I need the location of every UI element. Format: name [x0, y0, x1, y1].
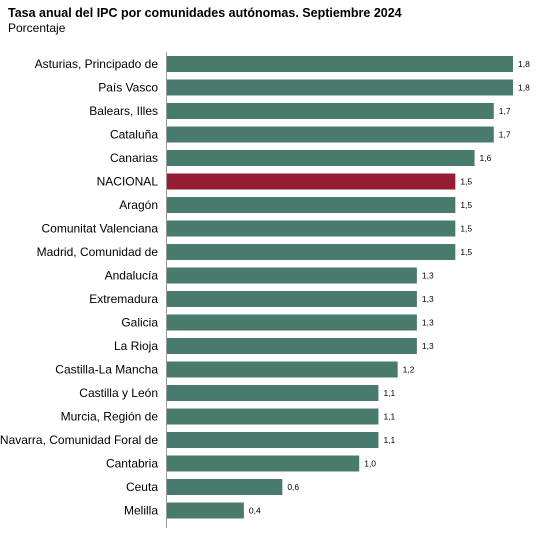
bar	[167, 314, 417, 331]
category-label: Asturias, Principado de	[35, 57, 159, 71]
category-label: País Vasco	[98, 81, 158, 95]
category-label: La Rioja	[114, 339, 158, 353]
bar	[167, 432, 379, 448]
value-label: 1,5	[460, 247, 472, 257]
chart-subtitle: Porcentaje	[8, 21, 66, 35]
bar	[167, 150, 475, 166]
bar	[167, 502, 244, 519]
bars-group: Asturias, Principado de 1,8 País Vasco 1,8 B…	[0, 56, 530, 519]
value-label: 0,6	[287, 482, 299, 492]
category-label: Ceuta	[126, 480, 158, 494]
category-label: Navarra, Comunidad Foral de	[0, 433, 158, 447]
value-label: 1,1	[383, 412, 395, 422]
category-label: Aragón	[119, 198, 158, 212]
bar	[167, 385, 379, 401]
value-label: 1,7	[499, 106, 511, 116]
value-label: 1,7	[499, 130, 511, 140]
bar	[167, 56, 513, 72]
bar-highlight	[167, 173, 456, 190]
value-label: 1,3	[422, 318, 434, 328]
category-label: Melilla	[124, 504, 158, 518]
bar	[167, 197, 456, 213]
bar	[167, 220, 456, 237]
value-label: 1,3	[422, 271, 434, 281]
bar	[167, 126, 494, 143]
value-label: 1,8	[518, 59, 530, 69]
value-label: 1,1	[383, 435, 395, 445]
value-label: 1,2	[403, 365, 415, 375]
category-label: Castilla y León	[79, 386, 158, 400]
bar	[167, 338, 417, 354]
bar	[167, 79, 513, 96]
bar	[167, 103, 494, 119]
value-label: 1,8	[518, 83, 530, 93]
bar	[167, 244, 456, 260]
value-label: 1,1	[383, 388, 395, 398]
category-label: Extremadura	[89, 292, 158, 306]
value-label: 1,5	[460, 177, 472, 187]
value-label: 1,3	[422, 294, 434, 304]
bar	[167, 267, 417, 284]
category-label: Cantabria	[106, 457, 158, 471]
category-label: Comunitat Valenciana	[41, 222, 158, 236]
value-label: 1,5	[460, 200, 472, 210]
category-label: Castilla-La Mancha	[55, 363, 158, 377]
category-label: Cataluña	[110, 128, 158, 142]
bar	[167, 479, 283, 495]
chart-title: Tasa anual del IPC por comunidades autón…	[8, 6, 402, 20]
category-label: Madrid, Comunidad de	[37, 245, 159, 259]
value-label: 1,0	[364, 459, 376, 469]
category-label: Galicia	[121, 316, 158, 330]
value-label: 1,6	[480, 153, 492, 163]
bar	[167, 408, 379, 425]
value-label: 1,3	[422, 341, 434, 351]
category-label: Balears, Illes	[89, 104, 158, 118]
bar	[167, 455, 360, 472]
bar	[167, 291, 417, 307]
category-label: Murcia, Región de	[61, 410, 159, 424]
category-label: NACIONAL	[97, 175, 159, 189]
bar	[167, 361, 398, 378]
value-label: 1,5	[460, 224, 472, 234]
category-label: Canarias	[110, 151, 158, 165]
value-label: 0,4	[249, 506, 261, 516]
category-label: Andalucía	[105, 269, 159, 283]
